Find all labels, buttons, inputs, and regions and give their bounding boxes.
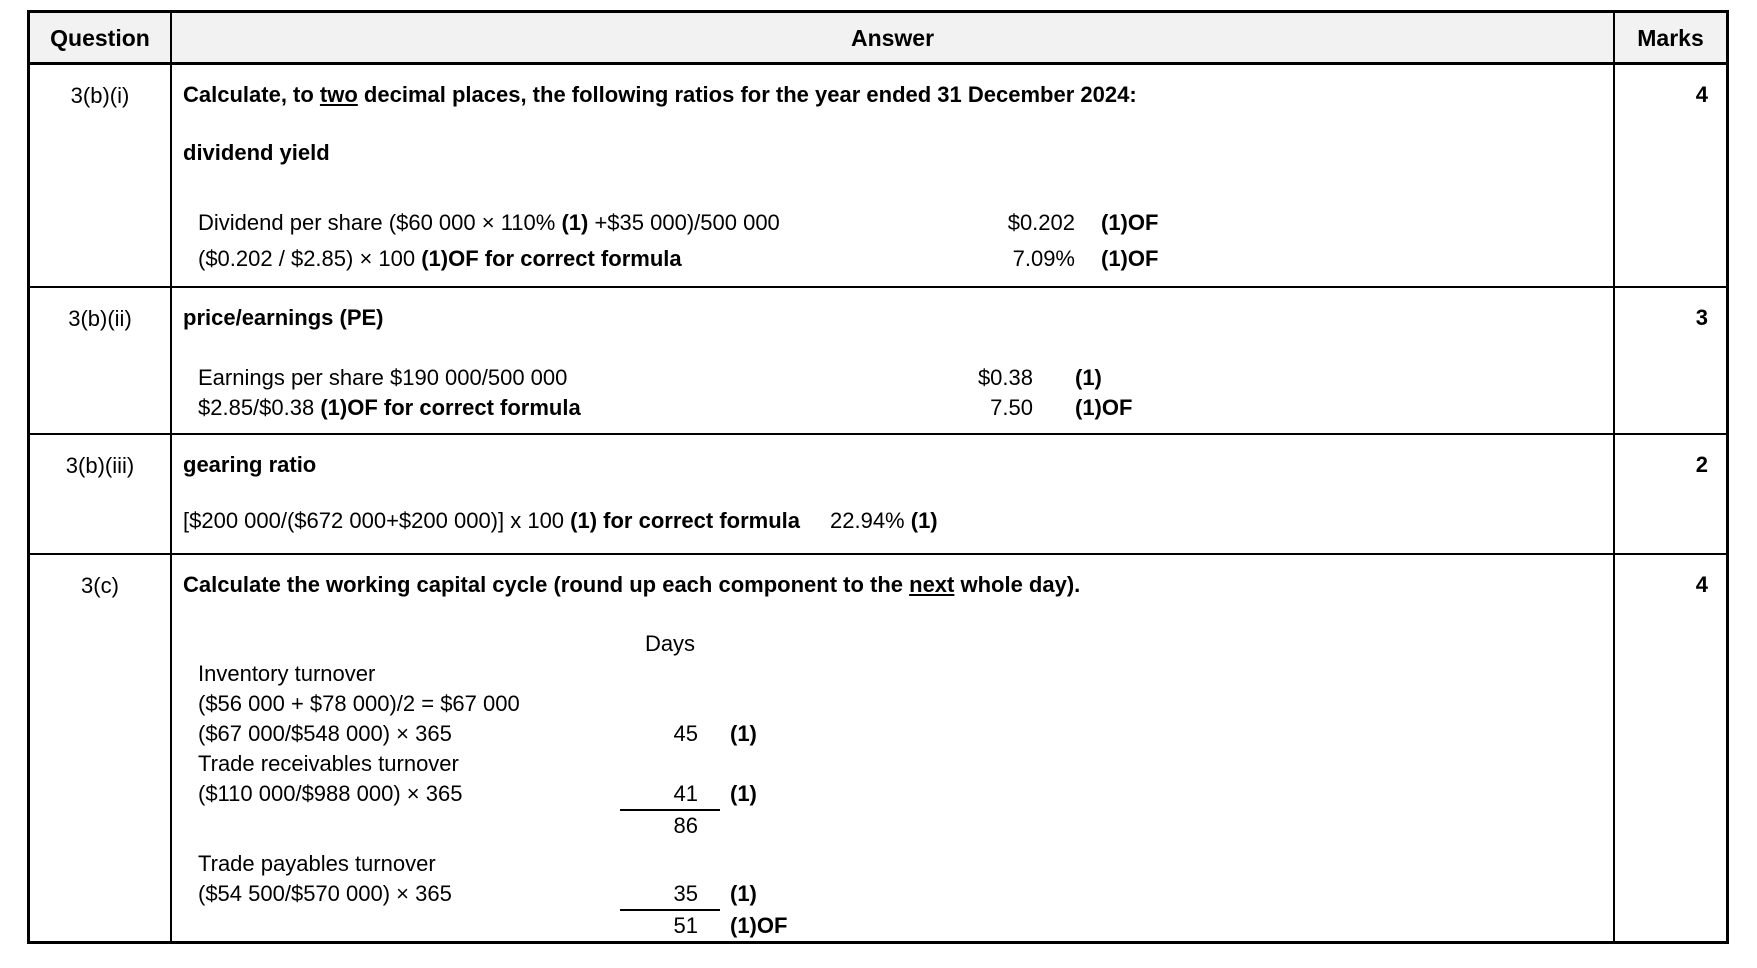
mark-point-inline: (1) [561,210,589,235]
answer-cell-3c: Calculate the working capital cycle (rou… [172,555,1615,941]
prompt-text: decimal places, the following ratios for… [357,82,1137,107]
calc-text [198,811,620,841]
mark-scheme-table: Question Answer Marks 3(b)(i) Calculate,… [27,10,1729,944]
calc-text [198,911,620,941]
mark-point: (1)OF [1101,210,1159,235]
question-number-3biii: 3(b)(iii) [30,435,172,555]
mark-point: (1) [910,508,938,533]
mark-point-inline: (1)OF for correct formula [421,246,682,271]
calc-text: ($54 500/$570 000) × 365 [198,881,452,906]
calc-text: Earnings per share $190 000/500 000 [198,364,898,392]
question-number-3bi: 3(b)(i) [30,65,172,288]
calc-value-underlined: 41 [620,779,720,811]
mark-point: (1) [730,781,757,806]
marks-cell-3bi: 4 [1615,65,1726,288]
calc-line: Dividend per share ($60 000 × 110% (1) +… [198,209,1613,237]
calc-value: 22.94% [830,508,905,533]
calc-text: Trade receivables turnover [198,751,459,776]
question-number-3c: 3(c) [30,555,172,941]
calc-text-part: $2.85/$0.38 [198,395,321,420]
calc-value [620,689,720,719]
marks-cell-3bii: 3 [1615,288,1726,435]
calc-block: Earnings per share $190 000/500 000 $0.3… [198,364,1613,422]
calc-line: Earnings per share $190 000/500 000 $0.3… [198,364,1613,392]
days-column-header: Days [644,631,696,656]
calc-value: $0.38 [977,365,1033,390]
spacer [198,629,620,659]
question-number-3bii: 3(b)(ii) [30,288,172,435]
calc-text-part: ($0.202 / $2.85) × 100 [198,246,422,271]
wc-line: ($110 000/$988 000) × 365 41 (1) [198,779,1613,811]
calc-text: ($110 000/$988 000) × 365 [198,781,463,806]
calc-line: ($0.202 / $2.85) × 100 (1)OF for correct… [198,245,1613,273]
calc-text: ($67 000/$548 000) × 365 [198,721,452,746]
answer-cell-3bii: price/earnings (PE) Earnings per share $… [172,288,1615,435]
ratio-title-price-earnings: price/earnings (PE) [183,305,384,330]
calc-text: $2.85/$0.38 (1)OF for correct formula [198,394,898,422]
calc-value [620,659,720,689]
prompt-text: Calculate the working capital cycle (rou… [183,572,910,597]
calc-text: ($0.202 / $2.85) × 100 (1)OF for correct… [198,245,898,273]
mark-point: (1)OF [1075,395,1133,420]
ratio-title-dividend-yield: dividend yield [183,140,330,165]
question-prompt: Calculate, to two decimal places, the fo… [183,81,1613,109]
answer-cell-3bi: Calculate, to two decimal places, the fo… [172,65,1615,288]
wc-line: Trade receivables turnover [198,749,1613,779]
calc-value-underlined: 35 [620,879,720,911]
calc-value: 45 [673,721,698,746]
calc-value [620,749,720,779]
wc-line: ($56 000 + $78 000)/2 = $67 000 [198,689,1613,719]
wc-line: 86 [198,811,1613,841]
calc-text: Dividend per share ($60 000 × 110% (1) +… [198,209,898,237]
mark-point: (1) [1075,365,1102,390]
calc-text: Trade payables turnover [198,851,436,876]
prompt-text: whole day). [954,572,1081,597]
mark-point: (1)OF [1101,246,1159,271]
column-header-marks: Marks [1615,13,1726,65]
column-header-question: Question [30,13,172,65]
calc-text-part: [$200 000/($672 000+$200 000)] x 100 [183,508,571,533]
wc-line: ($67 000/$548 000) × 365 45 (1) [198,719,1613,749]
calc-block: Dividend per share ($60 000 × 110% (1) +… [198,209,1613,273]
days-header-line: Days [198,629,1613,659]
calc-value: $0.202 [1007,210,1075,235]
calc-value: 7.09% [1012,246,1075,271]
column-header-answer: Answer [172,13,1615,65]
calc-line: $2.85/$0.38 (1)OF for correct formula 7.… [198,394,1613,422]
marks-cell-3biii: 2 [1615,435,1726,555]
calc-total-underlined: 51 [620,911,720,941]
calc-text: Inventory turnover [198,661,376,686]
mark-point: (1)OF [730,913,788,938]
mark-point-inline: (1)OF for correct formula [320,395,581,420]
calc-text-part: Earnings per share $190 000/500 000 [198,365,568,390]
calc-text: ($56 000 + $78 000)/2 = $67 000 [198,691,520,716]
wc-line: 51 (1)OF [198,911,1613,941]
question-prompt: Calculate the working capital cycle (rou… [183,571,1613,599]
prompt-underlined-word: next [909,572,955,597]
calc-subtotal: 86 [673,813,698,838]
spacer [198,841,1613,849]
prompt-text: Calculate, to [183,82,320,107]
mark-point: (1) [730,881,757,906]
working-capital-block: Days Inventory turnover ($56 000 + $78 0… [198,629,1613,941]
calc-value [620,849,720,879]
answer-cell-3biii: gearing ratio [$200 000/($672 000+$200 0… [172,435,1615,555]
calc-text-part: +$35 000)/500 000 [588,210,780,235]
marks-cell-3c: 4 [1695,572,1708,597]
wc-line: Inventory turnover [198,659,1613,689]
wc-line: ($54 500/$570 000) × 365 35 (1) [198,879,1613,911]
mark-point: (1) [730,721,757,746]
calc-line: [$200 000/($672 000+$200 000)] x 100 (1)… [183,507,1613,535]
wc-line: Trade payables turnover [198,849,1613,879]
prompt-underlined-word: two [319,82,358,107]
calc-value: 7.50 [990,395,1033,420]
calc-text-part: Dividend per share ($60 000 × 110% [198,210,562,235]
ratio-title-gearing: gearing ratio [183,452,317,477]
mark-point-inline: (1) for correct formula [570,508,800,533]
